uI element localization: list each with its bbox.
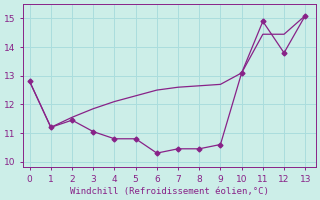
X-axis label: Windchill (Refroidissement éolien,°C): Windchill (Refroidissement éolien,°C) [70,187,269,196]
